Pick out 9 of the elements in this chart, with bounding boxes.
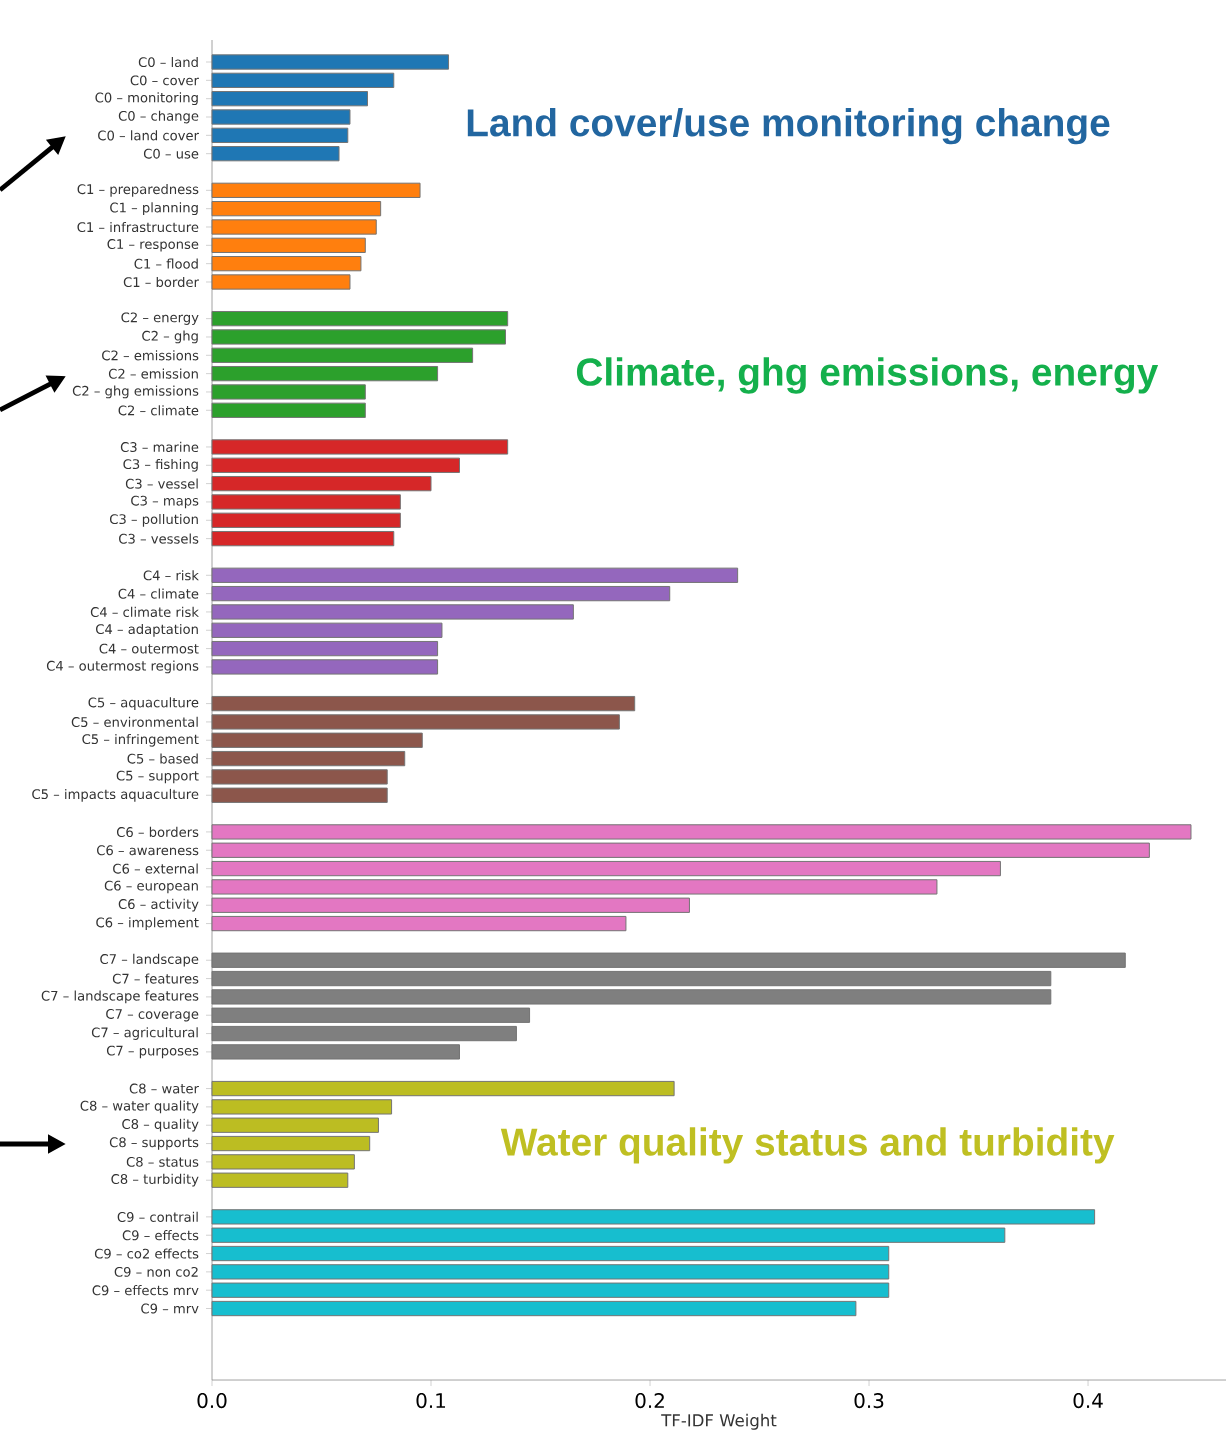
x-tick-label: 0.3 [854,1393,884,1409]
x-axis-title: TF-IDF Weight [661,1413,777,1430]
annotation: Water quality status and turbidity [500,1127,1115,1164]
x-tick-label: 0.0 [197,1393,227,1409]
x-tick-label: 0.1 [416,1393,446,1409]
annotation: Land cover/use monitoring change [467,107,1110,145]
annotation: Climate, ghg emissions, energy [576,357,1159,394]
x-tick-label: 0.4 [1073,1393,1103,1409]
x-tick-label: 0.2 [635,1393,664,1409]
